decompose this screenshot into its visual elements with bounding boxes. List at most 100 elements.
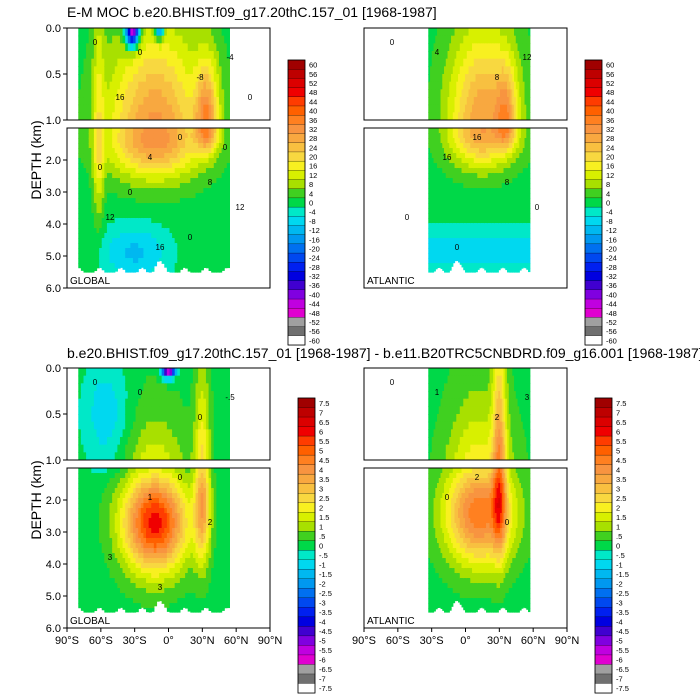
field-cell: [179, 74, 184, 83]
field-cell: [461, 66, 464, 75]
field-cell: [156, 81, 160, 90]
field-cell: [112, 228, 116, 234]
field-cell: [522, 233, 526, 239]
field-cell: [484, 158, 487, 164]
field-cell: [435, 153, 438, 159]
field-cell: [190, 208, 194, 214]
field-cell: [195, 258, 199, 264]
field-cell: [187, 148, 191, 154]
field-cell: [526, 28, 529, 37]
field-cell: [447, 35, 450, 44]
field-cell: [91, 58, 95, 67]
field-cell: [109, 143, 113, 149]
field-cell: [80, 223, 85, 229]
field-cell: [169, 188, 173, 194]
field-cell: [172, 35, 176, 44]
field-cell: [109, 198, 113, 204]
field-cell: [507, 258, 510, 264]
field-cell: [444, 133, 447, 139]
field-cell: [88, 228, 92, 234]
field-cell: [143, 153, 147, 159]
field-cell: [522, 138, 526, 144]
field-cell: [521, 163, 524, 169]
field-cell: [109, 28, 113, 37]
field-cell: [521, 238, 524, 244]
field-cell: [477, 193, 480, 199]
field-cell: [185, 89, 189, 98]
field-cell: [195, 81, 199, 90]
field-cell: [185, 173, 189, 179]
field-cell: [428, 35, 431, 44]
field-cell: [80, 218, 85, 224]
field-cell: [161, 243, 165, 249]
field-cell: [125, 35, 129, 44]
field-cell: [138, 223, 142, 229]
field-cell: [451, 104, 454, 113]
field-cell: [156, 173, 160, 179]
field-cell: [438, 218, 442, 224]
field-cell: [83, 133, 87, 139]
field-cell: [125, 253, 129, 259]
field-cell: [80, 193, 85, 199]
field-cell: [428, 233, 431, 239]
field-cell: [226, 218, 230, 224]
field-cell: [156, 28, 160, 37]
field-cell: [132, 153, 137, 159]
field-cell: [114, 163, 118, 169]
field-cell: [119, 218, 124, 224]
field-cell: [431, 153, 435, 159]
field-cell: [174, 148, 178, 154]
field-cell: [438, 253, 442, 259]
field-cell: [508, 148, 512, 154]
field-cell: [442, 238, 445, 244]
field-cell: [164, 208, 168, 214]
field-cell: [166, 104, 171, 113]
field-cell: [449, 112, 452, 121]
field-cell: [487, 97, 491, 106]
field-cell: [216, 188, 220, 194]
field-cell: [211, 253, 215, 259]
field-cell: [496, 193, 499, 199]
field-cell: [526, 51, 529, 60]
field-cell: [211, 173, 215, 179]
field-cell: [440, 143, 443, 149]
field-cell: [472, 43, 475, 52]
field-cell: [99, 51, 103, 60]
field-cell: [135, 66, 139, 75]
field-cell: [203, 51, 207, 60]
field-cell: [78, 253, 82, 259]
field-cell: [91, 178, 95, 184]
field-cell: [510, 138, 513, 144]
field-cell: [465, 258, 468, 264]
field-cell: [477, 112, 480, 121]
field-cell: [192, 35, 197, 44]
field-cell: [430, 223, 433, 229]
field-cell: [515, 238, 519, 244]
field-cell: [106, 173, 111, 179]
field-cell: [517, 81, 520, 90]
field-cell: [114, 112, 118, 121]
field-cell: [442, 138, 445, 144]
field-cell: [454, 218, 457, 224]
field-cell: [112, 213, 116, 219]
field-cell: [161, 163, 165, 169]
field-cell: [221, 89, 225, 98]
field-cell: [117, 148, 121, 154]
field-cell: [190, 233, 194, 239]
field-cell: [498, 243, 501, 249]
field-cell: [198, 138, 202, 144]
field-cell: [507, 193, 510, 199]
field-cell: [472, 218, 475, 224]
field-cell: [515, 28, 519, 37]
field-cell: [78, 213, 82, 219]
field-cell: [461, 248, 464, 254]
field-cell: [435, 193, 438, 199]
field-cell: [505, 143, 508, 149]
field-cell: [119, 228, 124, 234]
field-cell: [101, 223, 105, 229]
field-cell: [456, 178, 459, 184]
field-cell: [83, 97, 87, 106]
field-cell: [524, 258, 527, 264]
field-cell: [80, 208, 85, 214]
field-cell: [528, 89, 531, 98]
